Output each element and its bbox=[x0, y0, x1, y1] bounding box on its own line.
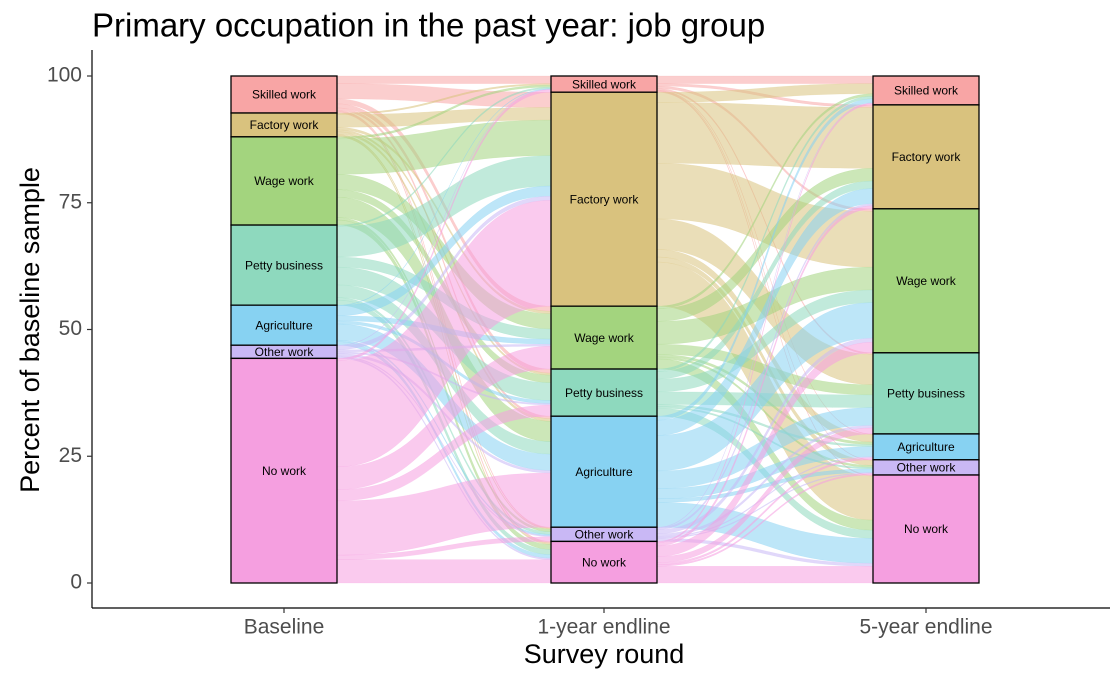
stratum-label: No work bbox=[904, 522, 949, 536]
x-tick-label: Baseline bbox=[244, 616, 325, 639]
stratum-label: Wage work bbox=[254, 174, 315, 188]
stratum-label: Factory work bbox=[892, 150, 962, 164]
stratum-label: Skilled work bbox=[572, 77, 637, 91]
flows bbox=[336, 75, 874, 584]
stratum bbox=[230, 304, 338, 346]
stratum bbox=[550, 415, 658, 528]
flow bbox=[656, 75, 874, 84]
stratum-label: Wage work bbox=[574, 331, 635, 345]
axes: 0 25 50 75 100 Baseline 1-year endline 5-year e… bbox=[47, 50, 1110, 639]
stratum-label: Petty business bbox=[565, 386, 643, 400]
stratum-label: Other work bbox=[897, 461, 957, 475]
chart-title: Primary occupation in the past year: job… bbox=[92, 7, 765, 44]
stratum-label: Other work bbox=[255, 345, 315, 359]
stratum-label: Wage work bbox=[896, 274, 957, 288]
y-axis-title: Percent of baseline sample bbox=[15, 167, 45, 493]
stratum bbox=[550, 540, 658, 584]
stratum bbox=[230, 224, 338, 306]
y-tick-label: 25 bbox=[59, 444, 82, 467]
x-tick-label: 5-year endline bbox=[859, 616, 992, 639]
stratum-label: Factory work bbox=[250, 118, 320, 132]
stratum bbox=[550, 368, 658, 417]
flow bbox=[656, 566, 874, 584]
stratum bbox=[550, 305, 658, 370]
stratum-label: Other work bbox=[575, 527, 635, 541]
stratum-label: Skilled work bbox=[894, 84, 959, 98]
strata: Skilled work Factory work Wage work Petty b… bbox=[230, 75, 980, 584]
stratum-label: Agriculture bbox=[575, 465, 633, 479]
y-tick-label: 100 bbox=[47, 64, 82, 87]
flow bbox=[336, 75, 552, 84]
stratum-label: Factory work bbox=[570, 192, 640, 206]
stratum bbox=[872, 104, 980, 210]
x-tick-label: 1-year endline bbox=[537, 616, 670, 639]
y-tick-label: 50 bbox=[59, 317, 82, 340]
stratum bbox=[230, 357, 338, 584]
stratum bbox=[872, 474, 980, 584]
x-axis-title: Survey round bbox=[524, 639, 685, 669]
stratum-label: Petty business bbox=[887, 387, 965, 401]
stratum bbox=[230, 75, 338, 114]
stratum-label: Agriculture bbox=[897, 440, 955, 454]
stratum-label: Skilled work bbox=[252, 88, 317, 102]
stratum-label: Petty business bbox=[245, 258, 323, 272]
stratum bbox=[872, 433, 980, 461]
stratum-label: No work bbox=[582, 555, 627, 569]
y-tick-label: 0 bbox=[70, 571, 82, 594]
stratum bbox=[230, 136, 338, 226]
stratum-label: Agriculture bbox=[255, 318, 313, 332]
stratum bbox=[872, 352, 980, 435]
stratum bbox=[872, 208, 980, 354]
flow bbox=[336, 559, 552, 584]
stratum-label: No work bbox=[262, 464, 307, 478]
y-tick-label: 75 bbox=[59, 190, 82, 213]
